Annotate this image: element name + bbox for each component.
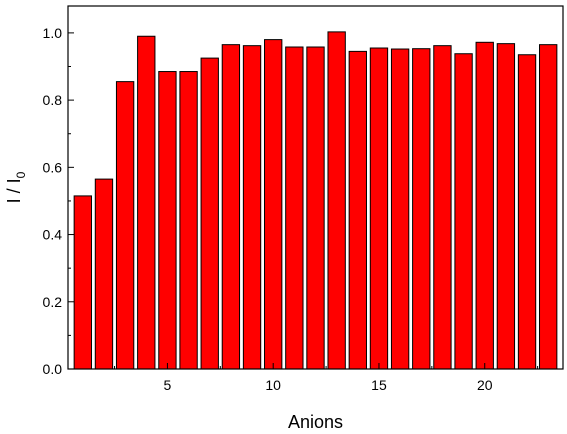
y-axis-title-main: I / I [4,178,24,203]
plot-frame [67,5,564,370]
y-axis-title-subscript: 0 [14,171,28,178]
bar-14 [348,50,367,370]
bar-2 [94,178,114,370]
bar-16 [390,48,410,370]
bar-7 [200,57,219,370]
bar-1 [73,195,92,370]
bar-13 [327,31,346,370]
bar-8 [221,44,241,370]
bar-9 [242,45,262,370]
bar-17 [412,48,431,370]
bar-19 [454,53,473,370]
y-tick-label: 1.0 [43,25,63,41]
x-tick-label: 15 [371,377,387,393]
bar-23 [539,44,558,370]
bars-group [73,31,558,370]
y-axis-ticks: 0.0 0.2 0.4 0.6 0.8 1.0 [43,25,74,377]
x-tick-label: 5 [164,377,172,393]
x-tick-label: 10 [265,377,281,393]
y-tick-label: 0.0 [43,361,63,377]
bar-6 [179,71,198,370]
bar-21 [496,43,516,370]
bar-4 [137,35,156,370]
y-tick-label: 0.8 [43,92,63,108]
y-tick-label: 0.2 [43,294,63,310]
bar-18 [433,45,452,370]
bar-11 [285,46,304,370]
y-axis-title: I / I0 [4,171,28,203]
x-axis-ticks: 5 10 15 20 [114,363,539,393]
bar-10 [264,39,283,370]
bar-20 [475,41,494,370]
y-tick-label: 0.6 [43,159,63,175]
bar-3 [115,81,135,370]
bar-15 [369,47,389,370]
bar-12 [306,46,325,370]
x-tick-label: 20 [477,377,493,393]
y-tick-label: 0.4 [43,227,63,243]
bar-5 [158,71,177,370]
bar-22 [517,54,537,370]
x-axis-title: Anions [288,412,343,432]
